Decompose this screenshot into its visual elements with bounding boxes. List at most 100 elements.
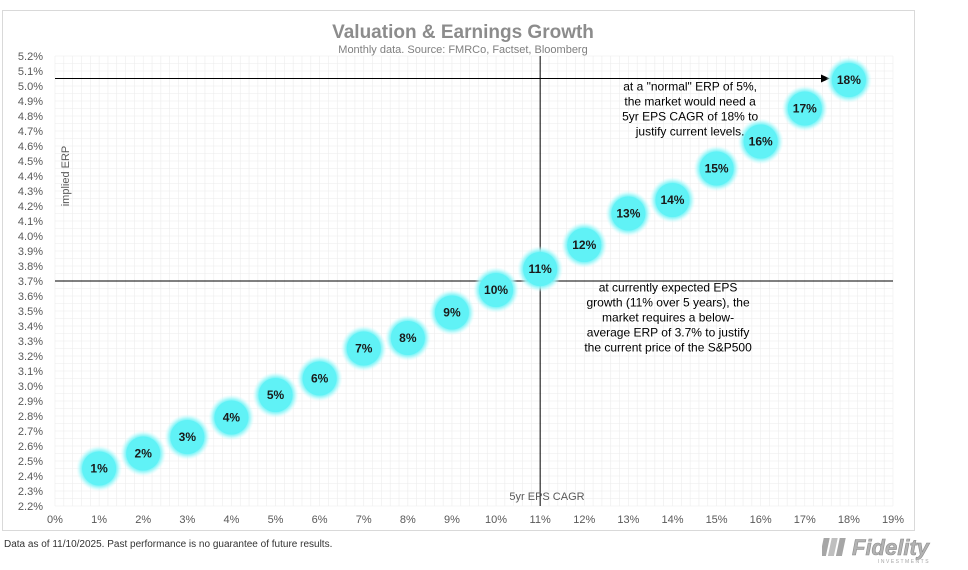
y-tick-label: 3.3%: [18, 336, 43, 348]
x-axis-label: 5yr EPS CAGR: [509, 491, 584, 503]
y-tick-label: 2.6%: [18, 441, 43, 453]
data-point-label: 10%: [484, 283, 508, 297]
data-point: 11%: [517, 246, 564, 292]
y-tick-label: 3.0%: [18, 381, 43, 393]
data-point-bubble: [743, 124, 778, 159]
y-tick-label: 3.4%: [18, 321, 43, 333]
y-tick-label: 3.1%: [18, 366, 43, 378]
data-point-label: 2%: [135, 447, 153, 461]
y-tick-label: 5.0%: [18, 81, 43, 93]
data-point: 4%: [208, 394, 255, 441]
data-point-label: 8%: [399, 331, 417, 345]
y-tick-label: 4.7%: [18, 126, 43, 138]
data-point-label: 5%: [267, 388, 285, 402]
y-tick-label: 5.2%: [18, 51, 43, 63]
data-point-label: 3%: [179, 430, 197, 444]
y-axis-label: implied ERP: [60, 146, 72, 207]
y-tick-label: 2.5%: [18, 456, 43, 468]
y-tick-label: 2.8%: [18, 411, 43, 423]
annotation-text: at a "normal" ERP of 5%, the market would…: [622, 80, 758, 139]
data-point-label: 12%: [572, 238, 596, 252]
data-points: 1% 2% 3% 4% 5% 6% 7% 8% 9% 10% 11% 12% 13% 14% 15% 16% 1…: [76, 57, 872, 492]
chart-subtitle: Monthly data. Source: FMRCo, Factset, Bl…: [338, 44, 587, 56]
data-point-bubble: [434, 295, 469, 330]
annotation-line: the current price of the S&P500: [584, 341, 752, 355]
x-tick-label: 3%: [179, 514, 195, 526]
x-tick-label: 18%: [838, 514, 860, 526]
data-point-label: 18%: [837, 73, 861, 87]
data-point-bubble: [699, 151, 734, 186]
data-point-bubble: [831, 63, 866, 97]
y-tick-label: 4.9%: [18, 96, 43, 108]
data-point-label: 1%: [90, 462, 108, 476]
y-tick-label: 3.7%: [18, 276, 43, 288]
annotation-line: growth (11% over 5 years), the: [586, 296, 750, 310]
x-tick-label: 0%: [47, 514, 63, 526]
data-point-label: 13%: [616, 207, 640, 221]
y-tick-label: 4.3%: [18, 186, 43, 198]
data-point-label: 15%: [705, 162, 729, 176]
data-point-bubble: [302, 361, 337, 396]
y-tick-label: 2.7%: [18, 426, 43, 438]
data-point: 17%: [781, 85, 828, 132]
fidelity-logo: Fidelity INVESTMENTS: [822, 535, 931, 565]
data-point: 14%: [649, 177, 696, 223]
x-tick-label: 5%: [268, 514, 284, 526]
y-tick-label: 2.2%: [18, 501, 43, 513]
chart-text: Valuation & Earnings Growth Monthly data…: [60, 22, 594, 503]
data-point-label: 9%: [443, 306, 461, 320]
x-tick-label: 16%: [750, 514, 772, 526]
x-tick-label: 14%: [661, 514, 683, 526]
data-point-label: 16%: [749, 135, 773, 149]
chart-title: Valuation & Earnings Growth: [332, 22, 594, 43]
data-point-bubble: [82, 451, 117, 486]
data-point: 12%: [561, 222, 608, 268]
data-point-bubble: [611, 196, 646, 231]
annotation-line: at a "normal" ERP of 5%,: [623, 80, 757, 94]
y-tick-label: 2.3%: [18, 486, 43, 498]
data-point: 13%: [605, 190, 652, 237]
data-point-bubble: [170, 420, 205, 454]
y-tick-label: 2.9%: [18, 396, 43, 408]
data-point: 1%: [76, 445, 123, 492]
x-tick-label: 17%: [794, 514, 816, 526]
chart-frame: 2.2% 2.3% 2.4% 2.5% 2.6% 2.7% 2.8% 2.9% 3.0% 3.1%…: [2, 10, 915, 531]
data-point: 2%: [120, 430, 167, 477]
data-point-label: 7%: [355, 342, 373, 356]
data-point-label: 4%: [223, 411, 241, 425]
data-point-bubble: [126, 436, 161, 471]
fidelity-mark-icon: [822, 538, 846, 556]
brand-subtitle: INVESTMENTS: [878, 559, 930, 565]
annotation-line: market requires a below-: [602, 311, 734, 325]
footnote-disclaimer: Data as of 11/10/2025. Past performance …: [4, 539, 333, 550]
x-tick-label: 2%: [135, 514, 151, 526]
x-tick-label: 13%: [617, 514, 639, 526]
data-point-bubble: [258, 378, 293, 412]
annotation-line: 5yr EPS CAGR of 18% to: [622, 110, 758, 124]
y-tick-label: 4.4%: [18, 171, 43, 183]
x-tick-label: 10%: [485, 514, 507, 526]
annotation-line: average ERP of 3.7% to justify: [587, 326, 750, 340]
data-point: 8%: [384, 315, 431, 361]
data-point-bubble: [214, 400, 249, 435]
y-tick-label: 3.5%: [18, 306, 43, 318]
data-point-bubble: [787, 91, 822, 126]
x-tick-label: 12%: [573, 514, 595, 526]
annotation-text: at currently expected EPS growth (11% ove…: [584, 281, 752, 355]
annotation-line: at currently expected EPS: [599, 281, 738, 295]
x-tick-label: 19%: [882, 514, 904, 526]
data-point-bubble: [479, 273, 514, 307]
y-tick-label: 4.0%: [18, 231, 43, 243]
annotation-line: the market would need a: [624, 95, 756, 109]
data-point: 18%: [825, 57, 872, 103]
y-tick-label: 3.6%: [18, 291, 43, 303]
y-tick-label: 2.4%: [18, 471, 43, 483]
data-point-label: 17%: [793, 102, 817, 116]
y-tick-label: 4.2%: [18, 201, 43, 213]
data-point-bubble: [523, 252, 558, 286]
data-point: 15%: [693, 145, 740, 192]
y-tick-label: 4.8%: [18, 111, 43, 123]
annotation-line: justify current levels.: [635, 125, 745, 139]
x-tick-label: 7%: [356, 514, 372, 526]
data-point-bubble: [390, 321, 425, 355]
